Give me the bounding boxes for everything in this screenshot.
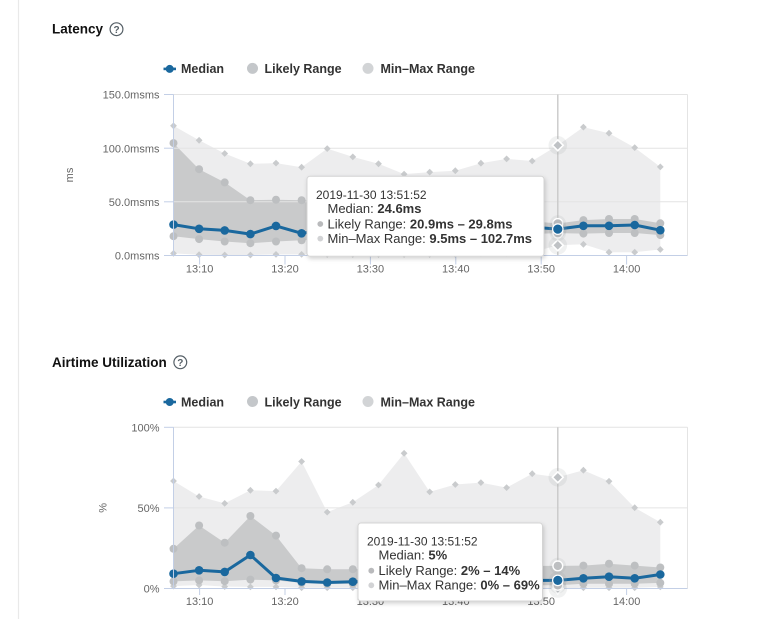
svg-text:?: ? [177,358,183,369]
svg-text:Likely Range: 2% – 14%: Likely Range: 2% – 14% [379,563,521,578]
svg-text:Median: Median [181,62,224,76]
svg-text:13:40: 13:40 [442,264,470,276]
svg-text:%: % [98,503,110,513]
svg-text:Median: 24.6ms: Median: 24.6ms [328,201,422,216]
svg-text:Median: 5%: Median: 5% [379,548,448,563]
svg-text:14:00: 14:00 [613,596,641,608]
svg-text:50%: 50% [137,503,159,515]
svg-text:50.0msms: 50.0msms [109,197,160,209]
svg-text:Likely Range: 20.9ms – 29.8ms: Likely Range: 20.9ms – 29.8ms [328,216,513,231]
svg-text:13:20: 13:20 [271,596,299,608]
svg-text:ms: ms [64,167,76,182]
svg-text:13:10: 13:10 [186,596,214,608]
svg-text:13:30: 13:30 [357,264,385,276]
svg-text:Likely Range: Likely Range [265,62,342,76]
svg-text:?: ? [113,25,119,36]
svg-text:Min–Max Range: 0% – 69%: Min–Max Range: 0% – 69% [379,578,541,593]
svg-text:150.0msms: 150.0msms [103,90,160,102]
svg-text:13:10: 13:10 [186,264,214,276]
svg-text:13:50: 13:50 [527,264,555,276]
svg-text:0.0msms: 0.0msms [115,251,160,263]
svg-text:14:00: 14:00 [613,264,641,276]
svg-text:Latency: Latency [52,22,104,37]
svg-text:Likely Range: Likely Range [265,395,342,409]
svg-text:100.0msms: 100.0msms [103,143,160,155]
svg-text:100%: 100% [131,423,159,435]
svg-text:0%: 0% [144,584,160,596]
svg-text:Median: Median [181,395,224,409]
svg-text:Min–Max Range: Min–Max Range [381,62,476,76]
svg-text:Min–Max Range: Min–Max Range [381,395,476,409]
svg-text:2019-11-30 13:51:52: 2019-11-30 13:51:52 [367,535,478,549]
svg-text:Airtime Utilization: Airtime Utilization [52,355,167,370]
svg-text:13:20: 13:20 [271,264,299,276]
svg-text:Min–Max Range: 9.5ms – 102.7ms: Min–Max Range: 9.5ms – 102.7ms [328,231,533,246]
svg-text:2019-11-30 13:51:52: 2019-11-30 13:51:52 [316,188,427,202]
